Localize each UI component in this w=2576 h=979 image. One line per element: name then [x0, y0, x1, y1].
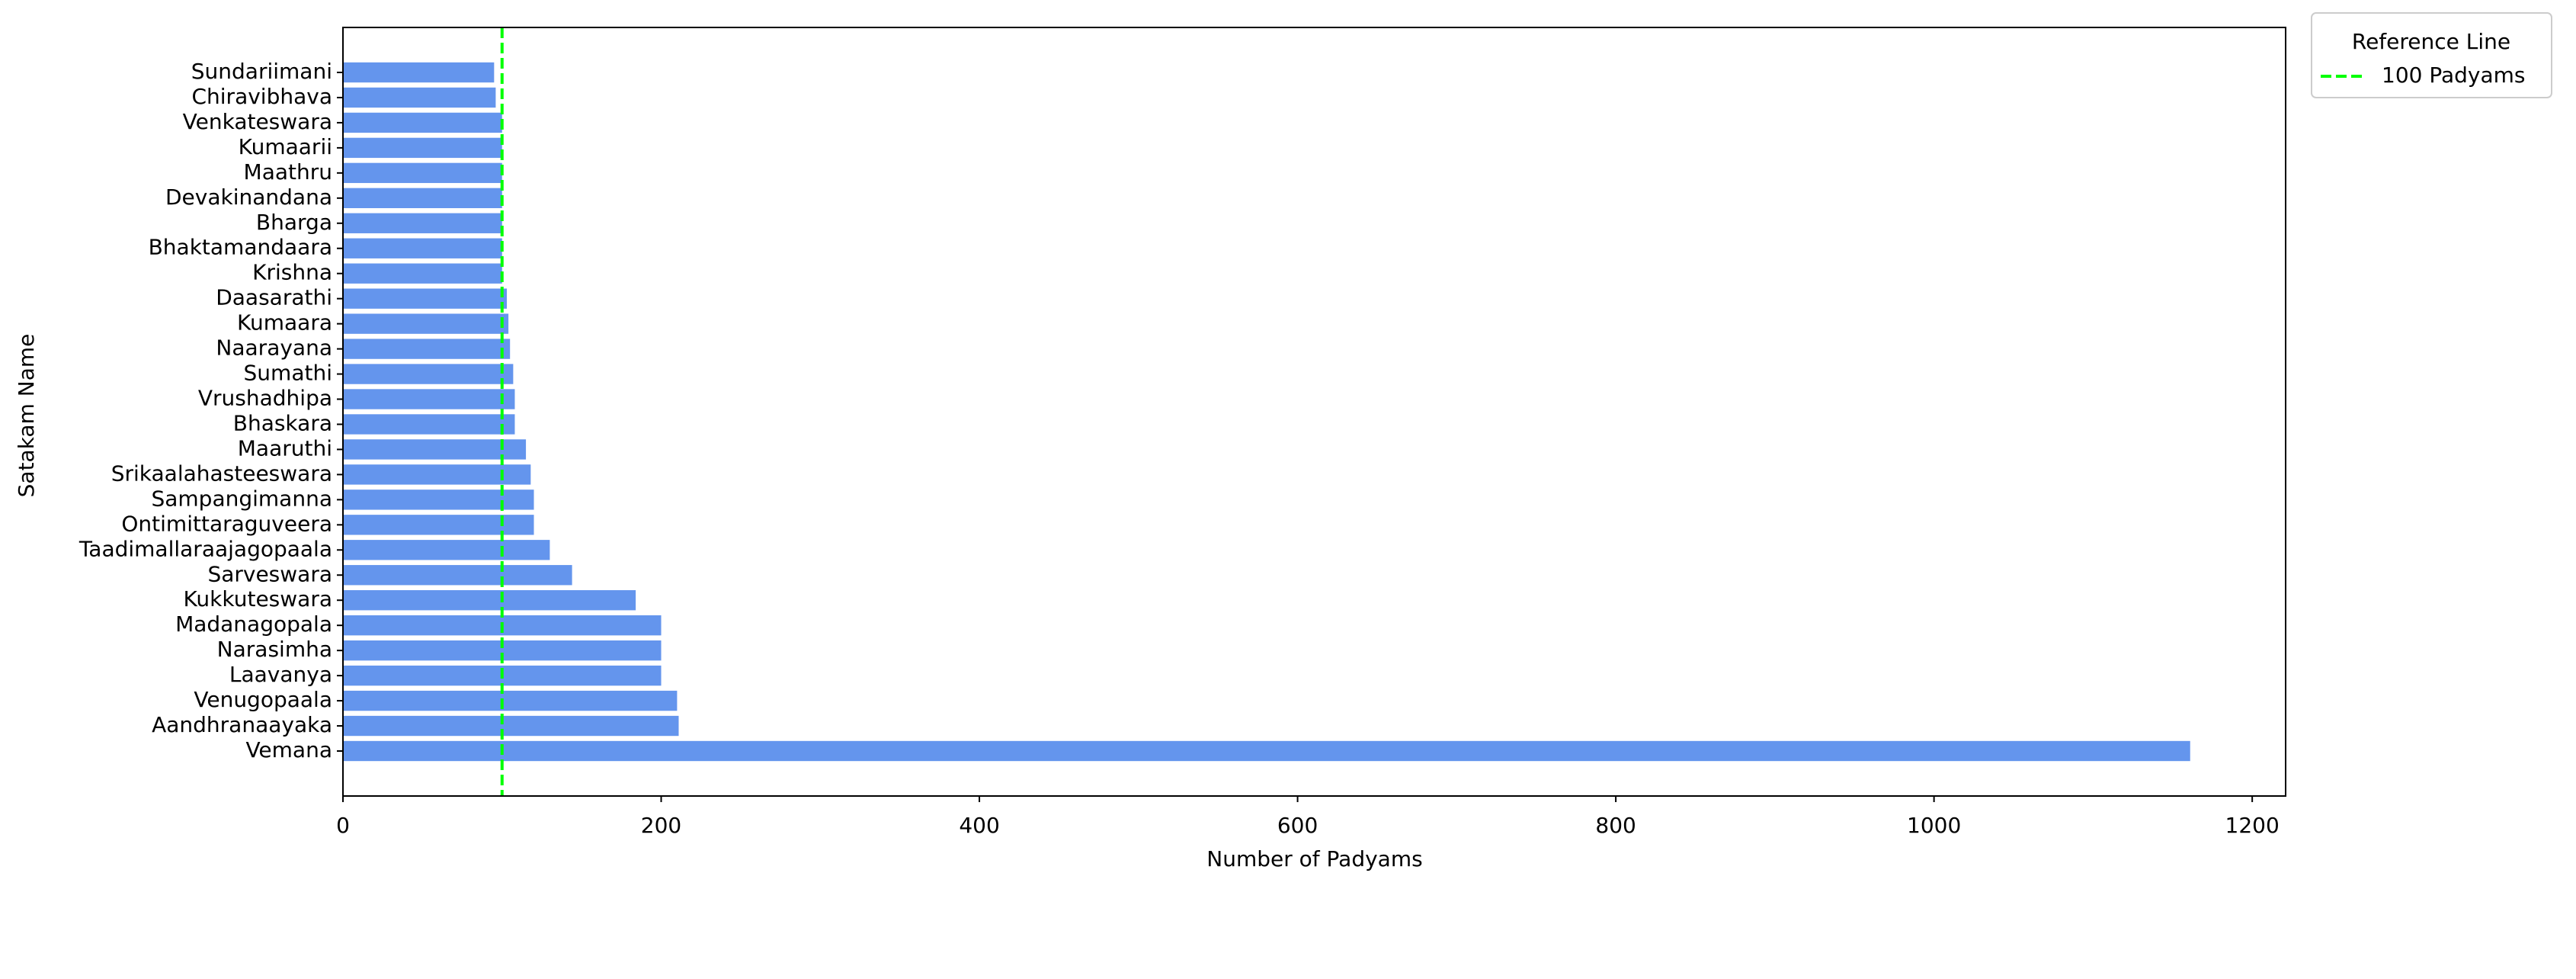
bar [343, 565, 572, 586]
y-tick-label: Daasarathi [216, 285, 332, 310]
y-tick-label: Maaruthi [238, 435, 332, 461]
y-tick-label: Taadimallaraajagopaala [78, 536, 332, 561]
bar [343, 112, 502, 133]
y-tick-label: Srikaalahasteeswara [111, 461, 332, 486]
x-tick-label: 0 [336, 813, 350, 838]
legend-label: 100 Padyams [2382, 63, 2526, 88]
y-tick-label: Vemana [245, 737, 332, 762]
bar [343, 414, 515, 435]
y-tick-label: Narasimha [217, 637, 332, 662]
y-tick-label: Kukkuteswara [183, 586, 332, 611]
bar [343, 364, 514, 384]
bar [343, 715, 679, 737]
bar [343, 263, 502, 284]
x-tick-label: 1000 [1907, 813, 1961, 838]
bar [343, 490, 534, 510]
bar [343, 162, 502, 184]
bar [343, 339, 511, 359]
y-tick-label: Krishna [252, 260, 332, 285]
bar [343, 690, 678, 711]
x-tick-label: 200 [641, 813, 681, 838]
bar [343, 740, 2190, 762]
y-tick-label: Sumathi [244, 361, 332, 386]
x-tick-label: 600 [1277, 813, 1318, 838]
y-tick-label: Vrushadhipa [198, 386, 332, 411]
y-tick-label: Venkateswara [183, 109, 332, 134]
bar [343, 213, 502, 233]
x-tick-label: 800 [1595, 813, 1636, 838]
y-tick-label: Maathru [244, 159, 332, 185]
y-tick-label: Laavanya [229, 662, 332, 687]
y-axis-label: Satakam Name [14, 334, 39, 498]
y-tick-label: Bhaktamandaara [149, 235, 332, 260]
bar [343, 62, 495, 83]
y-tick-label: Aandhranaayaka [152, 712, 332, 737]
y-tick-label: Chiravibhava [191, 84, 332, 109]
bar [343, 590, 636, 611]
bar [343, 313, 509, 334]
y-tick-label: Sampangimanna [151, 486, 332, 511]
y-tick-label: Sundariimani [191, 59, 332, 84]
bar [343, 137, 502, 159]
bar [343, 87, 496, 108]
x-axis-label: Number of Padyams [1206, 846, 1422, 871]
bar [343, 439, 527, 460]
bar [343, 288, 508, 309]
y-tick-label: Venugopaala [194, 687, 332, 712]
y-tick-label: Kumaarii [239, 134, 332, 159]
y-tick-label: Bhaskara [233, 410, 332, 435]
y-tick-label: Devakinandana [165, 185, 332, 210]
x-tick-label: 1200 [2225, 813, 2280, 838]
bar [343, 389, 515, 409]
bar [343, 238, 502, 258]
y-tick-label: Sarveswara [207, 561, 332, 586]
bar [343, 515, 534, 535]
y-tick-label: Kumaara [237, 310, 332, 335]
bar [343, 464, 531, 485]
y-tick-label: Bharga [256, 210, 332, 235]
bar [343, 188, 502, 209]
x-tick-label: 400 [959, 813, 999, 838]
legend-box [2311, 12, 2552, 98]
bar [343, 540, 550, 560]
y-tick-label: Naarayana [216, 335, 332, 361]
y-tick-label: Madanagopala [175, 611, 332, 637]
plot-frame [342, 27, 2286, 797]
y-tick-label: Ontimittaraguveera [121, 511, 332, 536]
legend-title: Reference Line [2352, 29, 2510, 54]
